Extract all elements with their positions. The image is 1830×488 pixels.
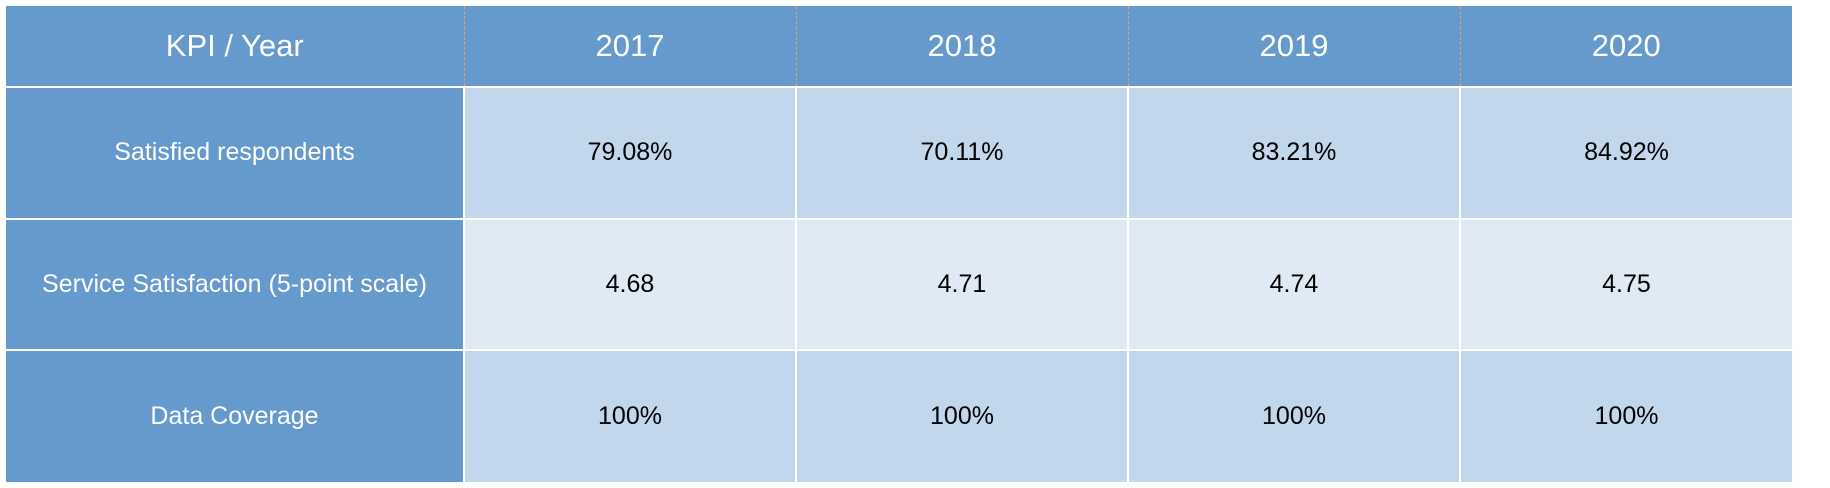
table-row-service-satisfaction: Service Satisfaction (5-point scale) 4.6… bbox=[6, 217, 1792, 351]
header-year-2018: 2018 bbox=[795, 6, 1128, 87]
header-year-2017: 2017 bbox=[463, 6, 796, 87]
table-body: Satisfied respondents 79.08% 70.11% 83.2… bbox=[6, 86, 1792, 482]
table-cell: 100% bbox=[1127, 349, 1460, 482]
table-cell: 83.21% bbox=[1127, 86, 1460, 219]
table-cell: 100% bbox=[795, 349, 1128, 482]
table-cell: 84.92% bbox=[1459, 86, 1792, 219]
header-year-2019: 2019 bbox=[1127, 6, 1460, 87]
row-label: Service Satisfaction (5-point scale) bbox=[6, 217, 465, 351]
table-header: KPI / Year 2017 2018 2019 2020 bbox=[6, 6, 1792, 87]
table-cell: 4.74 bbox=[1127, 217, 1460, 351]
table-cell: 70.11% bbox=[795, 86, 1128, 219]
kpi-table-container: KPI / Year 2017 2018 2019 2020 Satisfied… bbox=[6, 6, 1792, 482]
table-cell: 4.75 bbox=[1459, 217, 1792, 351]
header-year-2020: 2020 bbox=[1459, 6, 1792, 87]
row-label: Satisfied respondents bbox=[6, 86, 465, 219]
kpi-table: KPI / Year 2017 2018 2019 2020 Satisfied… bbox=[6, 6, 1792, 482]
table-cell: 4.71 bbox=[795, 217, 1128, 351]
table-row-satisfied-respondents: Satisfied respondents 79.08% 70.11% 83.2… bbox=[6, 86, 1792, 219]
table-cell: 4.68 bbox=[463, 217, 796, 351]
table-cell: 100% bbox=[463, 349, 796, 482]
row-label: Data Coverage bbox=[6, 349, 465, 482]
header-corner-cell: KPI / Year bbox=[6, 6, 464, 87]
table-cell: 100% bbox=[1459, 349, 1792, 482]
header-row: KPI / Year 2017 2018 2019 2020 bbox=[6, 6, 1792, 87]
table-cell: 79.08% bbox=[463, 86, 796, 219]
table-row-data-coverage: Data Coverage 100% 100% 100% 100% bbox=[6, 349, 1792, 482]
